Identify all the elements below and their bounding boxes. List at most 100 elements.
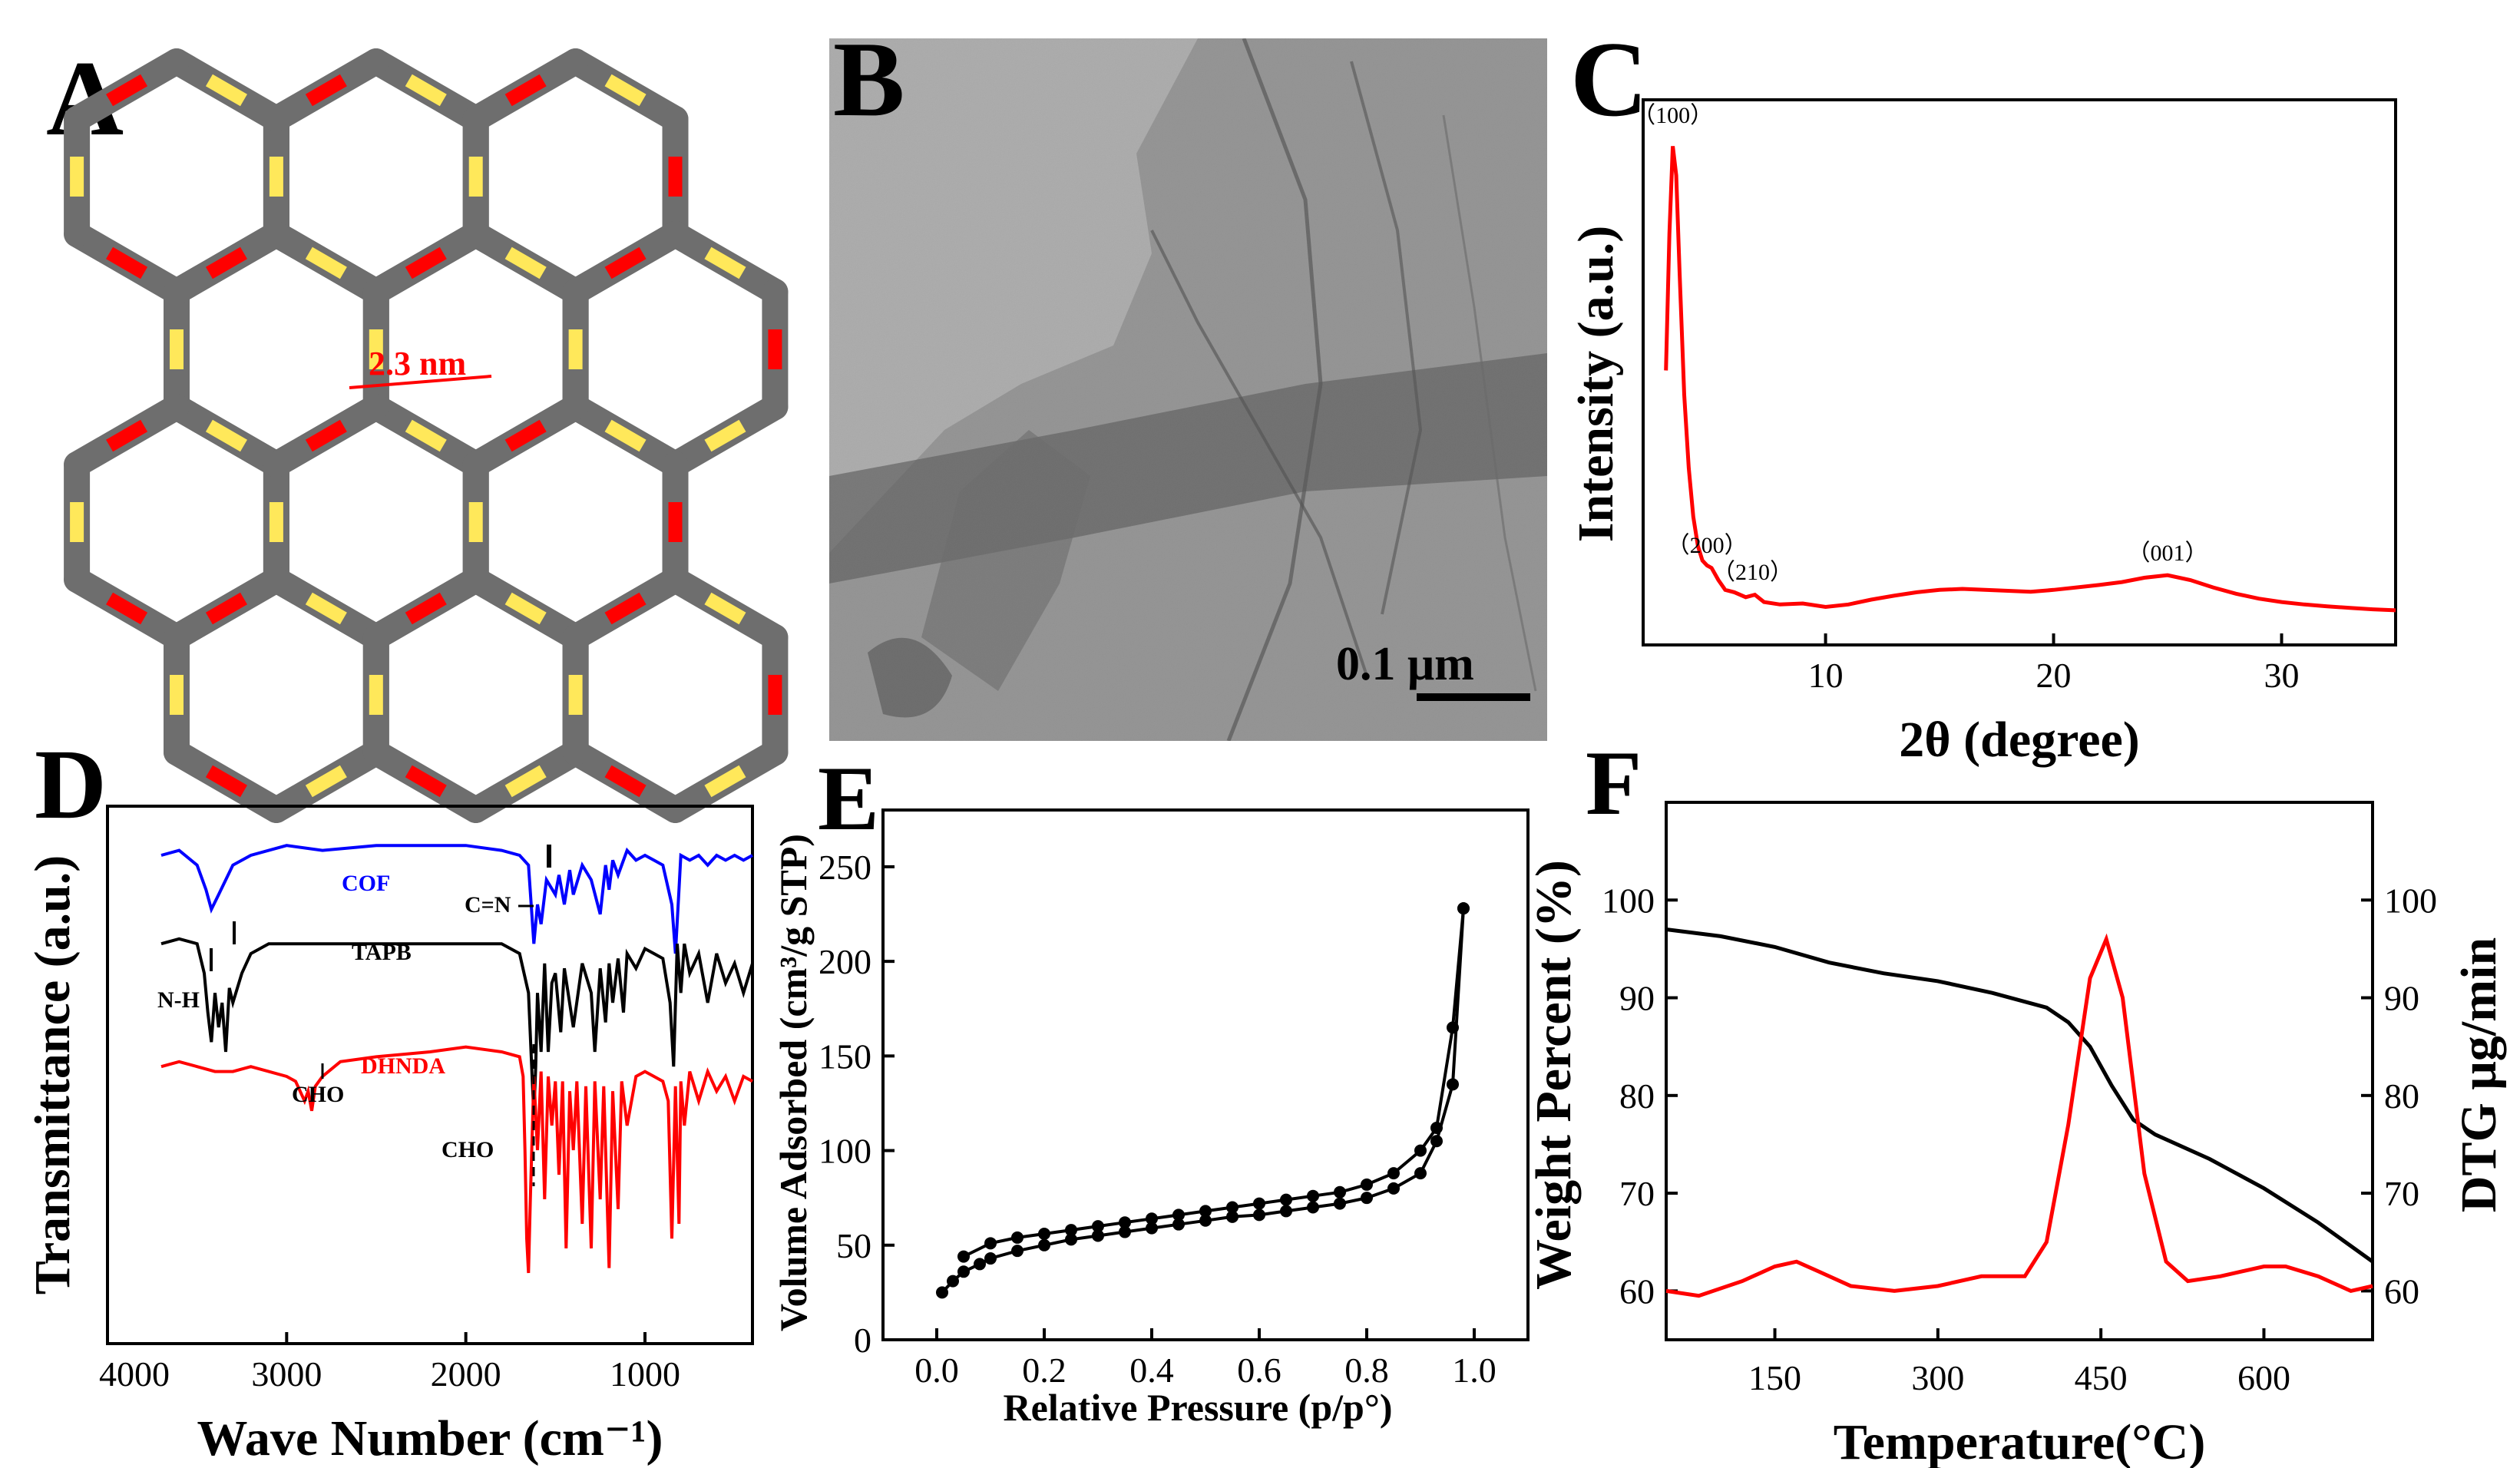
chart-e-point — [1387, 1167, 1400, 1180]
chart-e-point — [1146, 1222, 1158, 1235]
chart-e-point — [1199, 1214, 1212, 1227]
chart-c-annotation: （100） — [1632, 103, 1713, 128]
framework-bond — [704, 246, 746, 279]
framework-bond — [106, 419, 148, 452]
panel-d: D 4000 3000 2000 1000 COF C=N TAPB N-H CHO … — [25, 729, 754, 1466]
framework-bond — [405, 765, 447, 798]
framework-bond — [668, 502, 683, 542]
framework-bond — [468, 502, 483, 542]
framework-bond — [668, 157, 683, 197]
chart-e-point — [1361, 1192, 1373, 1205]
framework-structure — [64, 48, 789, 823]
framework-bond — [205, 419, 247, 452]
chart-e-point — [1280, 1193, 1292, 1206]
framework-bond — [405, 74, 447, 107]
chart-e-point — [957, 1250, 970, 1263]
chart-e-point — [974, 1258, 986, 1271]
framework-bond — [504, 419, 547, 452]
chart-e-xtick-label: 0.0 — [914, 1351, 959, 1390]
chart-f-dtg-line — [1665, 933, 2373, 1298]
label-cho-1: CHO — [292, 1082, 344, 1107]
chart-f-ytick-right-label: 80 — [2384, 1076, 2419, 1116]
chart-f-ylabel-left: Weight Percent (%) — [1526, 860, 1582, 1290]
chart-d-xlabel: Wave Number (cm⁻¹) — [197, 1410, 663, 1466]
scale-bar — [1417, 693, 1530, 701]
chart-e-point — [1414, 1144, 1427, 1157]
framework-bond — [604, 246, 647, 279]
framework-bond — [369, 329, 383, 369]
chart-e-ytick-label: 0 — [854, 1321, 871, 1360]
chart-d-xtick-label: 4000 — [99, 1354, 170, 1394]
chart-c-annotation: （001） — [2128, 541, 2208, 566]
panel-f: F 150 300 450 600 60 70 80 90 100 60 70 80 90 100 Tem… — [1526, 732, 2507, 1468]
chart-d-annotations: COF C=N TAPB N-H CHO DHNDA CHO — [157, 845, 551, 1186]
chart-e-point — [1065, 1224, 1077, 1237]
chart-f-ytick-label: 90 — [1619, 979, 1655, 1018]
chart-e-point — [1307, 1189, 1319, 1202]
chart-f-ytick-right-label: 90 — [2384, 979, 2419, 1018]
label-c-n: C=N — [465, 892, 511, 918]
label-cho-2: CHO — [441, 1137, 494, 1162]
scale-bar-label: 0.1 μm — [1336, 638, 1474, 690]
framework-bond — [604, 765, 647, 798]
chart-e-point — [1038, 1228, 1050, 1240]
chart-e-point — [1430, 1122, 1443, 1134]
chart-d-xtick-label: 1000 — [610, 1354, 680, 1394]
framework-bond — [504, 592, 547, 625]
framework-bond — [305, 246, 347, 279]
chart-e-point — [1457, 902, 1470, 915]
chart-f-ytick-label: 70 — [1619, 1174, 1655, 1213]
chart-f-ytick-label: 100 — [1602, 881, 1655, 920]
framework-bond — [768, 675, 782, 715]
chart-e-point — [984, 1237, 997, 1250]
chart-f-ytick-right-label: 60 — [2384, 1271, 2419, 1311]
chart-f-xtick-label: 300 — [1911, 1358, 1964, 1397]
framework-bond — [305, 592, 347, 625]
chart-c-xtick-label: 30 — [2264, 656, 2300, 695]
framework-bond — [305, 765, 347, 798]
chart-f-ytick-right-label: 70 — [2384, 1174, 2419, 1213]
chart-e-point — [1199, 1205, 1212, 1218]
chart-e-ytick-label: 150 — [819, 1037, 871, 1076]
framework-bond — [704, 765, 746, 798]
framework-bond — [468, 157, 483, 197]
chart-d-series-tapb — [160, 937, 754, 1116]
panel-a: A 2.3 nm — [46, 39, 789, 823]
chart-d-xtick-label: 3000 — [251, 1354, 322, 1394]
chart-e-point — [1011, 1245, 1024, 1258]
chart-e-xtick-label: 0.2 — [1022, 1351, 1067, 1390]
pore-size-label: 2.3 nm — [369, 345, 466, 382]
framework-bond — [205, 765, 247, 798]
chart-e-point — [1253, 1208, 1265, 1222]
chart-e-point — [947, 1275, 959, 1288]
chart-d-xticks: 4000 3000 2000 1000 — [99, 1332, 680, 1394]
framework-bond — [205, 592, 247, 625]
label-n-h: N-H — [157, 987, 200, 1013]
panel-d-label: D — [35, 729, 107, 840]
chart-e-xtick-label: 0.8 — [1344, 1351, 1389, 1390]
panel-c: C 10 20 30 （100） （200）（210） （001） 2θ (degree… — [1568, 20, 2397, 768]
chart-c-xlabel: 2θ (degree) — [1899, 712, 2140, 768]
panel-e-label: E — [818, 747, 879, 849]
chart-c-annotation: （210） — [1712, 560, 1793, 585]
chart-d-ylabel: Transmittance (a.u.) — [25, 855, 81, 1295]
chart-e-ytick-label: 250 — [819, 848, 871, 887]
chart-f-axes: 150 300 450 600 60 70 80 90 100 60 70 80 90 100 — [1602, 881, 2437, 1397]
chart-e-point — [1146, 1212, 1158, 1225]
framework-bond — [604, 419, 647, 452]
label-cof: COF — [342, 871, 390, 896]
chart-d-xtick-label: 2000 — [431, 1354, 501, 1394]
panel-e: E 0.0 0.2 0.4 0.6 0.8 1.0 0 50 100 150 200 250 Rela… — [772, 747, 1530, 1429]
chart-f-xtick-label: 150 — [1748, 1358, 1801, 1397]
chart-c-annotations: （100） （200）（210） （001） — [1632, 103, 2207, 585]
chart-e-point — [1038, 1238, 1050, 1251]
framework-bond — [170, 329, 184, 369]
chart-e-point — [1226, 1201, 1239, 1214]
framework-bond — [269, 157, 283, 197]
chart-e-point — [936, 1286, 948, 1299]
chart-c-xtick-label: 10 — [1808, 656, 1844, 695]
chart-e-point — [1447, 1021, 1459, 1034]
chart-d-series — [160, 844, 754, 1274]
chart-e-point — [957, 1265, 970, 1278]
framework-bond — [405, 419, 447, 452]
